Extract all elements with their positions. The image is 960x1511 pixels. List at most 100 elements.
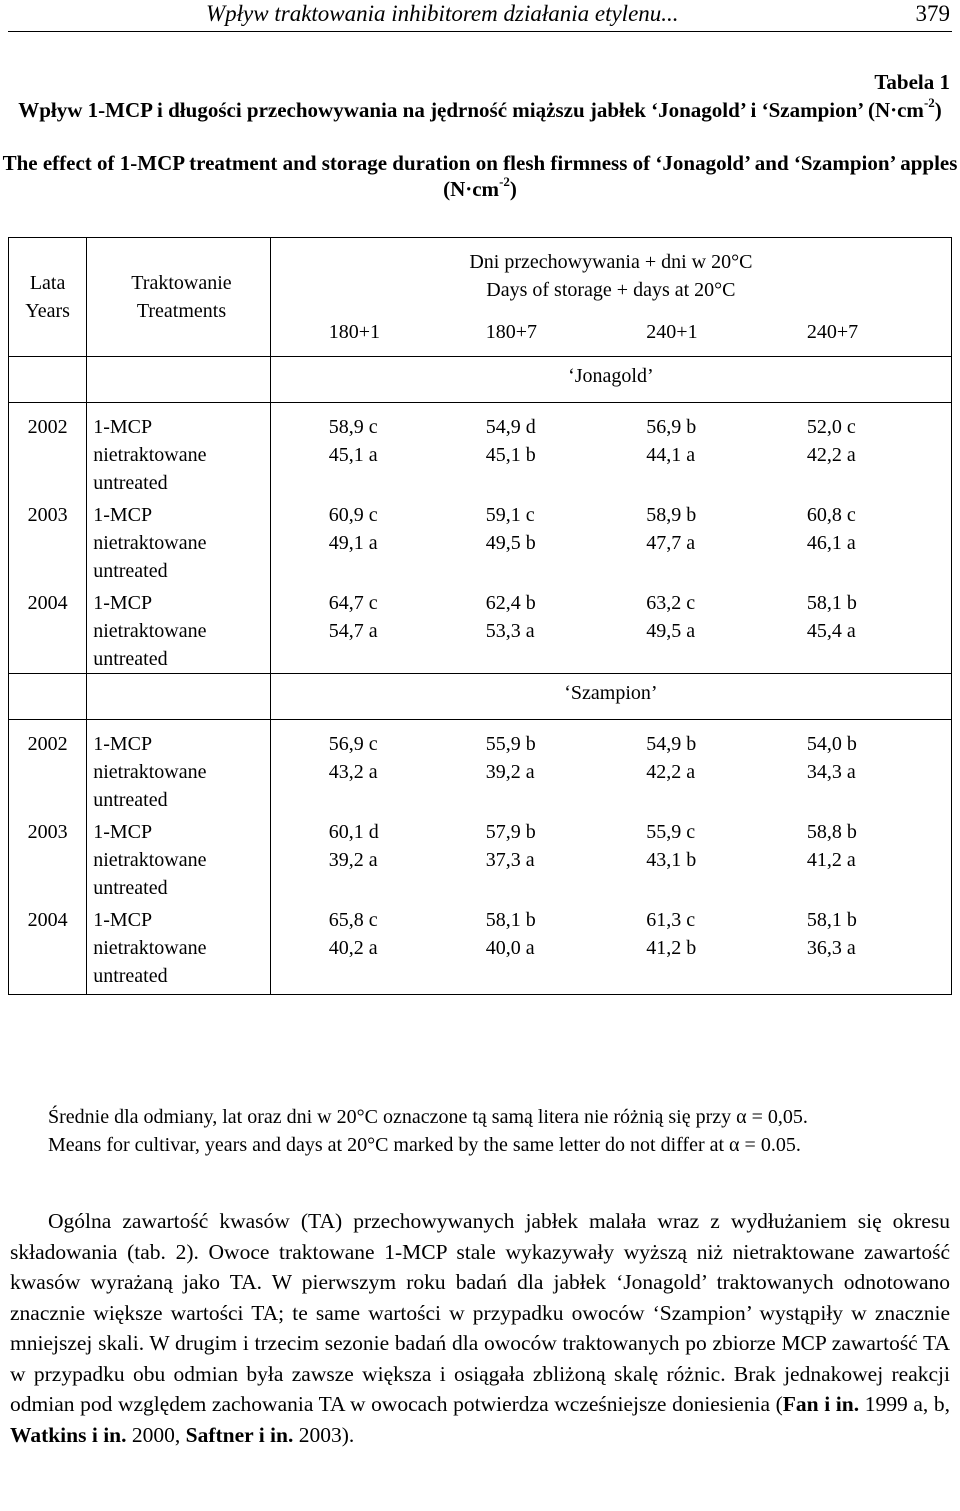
- value-ctrl: 39,2 a: [485, 761, 535, 783]
- value-mcp: 61,3 c: [646, 909, 696, 931]
- value-cell: 63,2 c 49,5 a: [646, 585, 807, 674]
- value-ctrl: 53,3 a: [485, 620, 535, 642]
- value-cell: 58,1 b 45,4 a: [806, 585, 952, 674]
- footnote-pl: Średnie dla odmiany, lat oraz dni w 20°C…: [48, 1106, 808, 1128]
- col-years-header: Lata Years: [7, 237, 88, 357]
- value-ctrl: 36,3 a: [806, 937, 856, 959]
- value-ctrl: 39,2 a: [328, 849, 378, 871]
- value-cell: 60,8 c 46,1 a: [806, 497, 952, 585]
- value-mcp: 56,9 b: [646, 416, 697, 438]
- table-row: 2003 1-MCP nietraktowane untreated 60,1 d 39,…: [7, 814, 952, 902]
- treatment-ctrl-pl: nietraktowane: [93, 444, 207, 466]
- cultivar-label: ‘Szampion’: [270, 673, 953, 720]
- value-cell: 58,1 b 36,3 a: [806, 902, 952, 995]
- treatment-mcp: 1-MCP: [93, 733, 153, 755]
- treatment-cell: 1-MCP nietraktowane untreated: [86, 719, 271, 814]
- value-mcp: 60,9 c: [328, 504, 378, 526]
- value-mcp: 55,9 b: [485, 733, 536, 755]
- value-cell: 54,9 d 45,1 b: [486, 403, 647, 498]
- period-header: 240+7: [806, 304, 952, 357]
- value-cell: 55,9 c 43,1 b: [646, 814, 807, 902]
- section-spacer: [86, 356, 271, 403]
- value-ctrl: 43,1 b: [646, 849, 697, 871]
- value-ctrl: 42,2 a: [806, 444, 856, 466]
- section-spacer: [7, 356, 88, 403]
- treatment-ctrl-pl: nietraktowane: [93, 620, 207, 642]
- value-ctrl: 41,2 b: [646, 937, 697, 959]
- period-header: 180+7: [485, 304, 647, 357]
- year-cell: 2004: [7, 585, 88, 674]
- treatment-ctrl-en: untreated: [93, 560, 168, 582]
- table-caption-pl: Wpływ 1-MCP i długości przechowywania na…: [18, 95, 942, 122]
- firmness-table: Lata Years Traktowanie Treatments Dni przech…: [7, 237, 953, 995]
- value-cell: 54,9 b 42,2 a: [646, 720, 807, 815]
- treatment-ctrl-en: untreated: [93, 877, 168, 899]
- value-mcp: 57,9 b: [485, 821, 536, 843]
- value-mcp: 54,9 d: [485, 416, 536, 438]
- col-treat-pl: Traktowanie: [131, 272, 232, 294]
- treatment-ctrl-en: untreated: [93, 965, 168, 987]
- treatment-mcp: 1-MCP: [93, 909, 153, 931]
- body-paragraph: Ogólna zawartość kwasów (TA) przechowywa…: [10, 1209, 950, 1447]
- value-cell: 54,0 b 34,3 a: [806, 719, 952, 814]
- value-cell: 60,9 c 49,1 a: [270, 497, 485, 585]
- value-mcp: 55,9 c: [646, 821, 696, 843]
- table-footnote: Średnie dla odmiany, lat oraz dni w 20°C…: [48, 1103, 808, 1159]
- treatment-ctrl-pl: nietraktowane: [93, 937, 207, 959]
- value-mcp: 58,1 b: [806, 592, 857, 614]
- year-cell: 2004: [7, 902, 88, 995]
- citation: Saftner i in.: [185, 1422, 294, 1447]
- col-years-pl: Lata: [29, 272, 66, 294]
- value-mcp: 58,9 c: [328, 416, 378, 438]
- citation: Fan i in.: [782, 1392, 860, 1416]
- section-spacer: [7, 673, 88, 720]
- value-mcp: 58,9 b: [646, 504, 697, 526]
- header-rule: [8, 31, 952, 32]
- value-mcp: 52,0 c: [806, 416, 856, 438]
- col-treat-en: Treatments: [136, 300, 227, 322]
- col-treat-header: Traktowanie Treatments: [86, 237, 271, 357]
- value-cell: 58,9 c 45,1 a: [270, 403, 485, 498]
- running-header: Wpływ traktowania inhibitorem działania …: [8, 0, 952, 28]
- value-cell: 55,9 b 39,2 a: [486, 720, 647, 815]
- treatment-ctrl-pl: nietraktowane: [93, 532, 207, 554]
- value-mcp: 54,9 b: [646, 733, 697, 755]
- citation: Watkins i in.: [10, 1422, 127, 1447]
- value-mcp: 54,0 b: [806, 733, 857, 755]
- value-ctrl: 41,2 a: [806, 849, 856, 871]
- treatment-ctrl-pl: nietraktowane: [93, 849, 207, 871]
- value-mcp: 58,1 b: [485, 909, 536, 931]
- value-ctrl: 44,1 a: [646, 444, 696, 466]
- value-ctrl: 40,2 a: [328, 937, 378, 959]
- period-header: 180+1: [270, 304, 486, 357]
- col-days-pl: Dni przechowywania + dni w 20°C: [469, 251, 753, 273]
- value-cell: 62,4 b 53,3 a: [486, 585, 647, 674]
- year-cell: 2002: [7, 402, 88, 497]
- year-cell: 2003: [7, 814, 88, 902]
- value-cell: 58,8 b 41,2 a: [806, 814, 952, 902]
- value-mcp: 59,1 c: [485, 504, 535, 526]
- treatment-ctrl-pl: nietraktowane: [93, 761, 207, 783]
- value-mcp: 60,8 c: [806, 504, 856, 526]
- value-ctrl: 45,4 a: [806, 620, 856, 642]
- value-ctrl: 45,1 b: [485, 444, 536, 466]
- year-cell: 2002: [7, 719, 88, 814]
- value-mcp: 60,1 d: [328, 821, 379, 843]
- treatment-mcp: 1-MCP: [93, 821, 153, 843]
- treatment-cell: 1-MCP nietraktowane untreated: [86, 497, 271, 585]
- treatment-cell: 1-MCP nietraktowane untreated: [86, 402, 271, 497]
- table-row: 2002 1-MCP nietraktowane untreated 58,9 c 45,…: [7, 402, 952, 498]
- treatment-cell: 1-MCP nietraktowane untreated: [86, 902, 271, 995]
- section-spacer: [86, 673, 271, 720]
- treatment-mcp: 1-MCP: [93, 592, 153, 614]
- value-mcp: 62,4 b: [485, 592, 536, 614]
- value-ctrl: 49,5 a: [646, 620, 696, 642]
- col-days-header: Dni przechowywania + dni w 20°C Days of s…: [270, 237, 953, 304]
- cultivar-label: ‘Jonagold’: [270, 356, 953, 403]
- value-mcp: 56,9 c: [328, 733, 378, 755]
- col-years-en: Years: [25, 300, 70, 322]
- period-header: 240+1: [646, 304, 807, 357]
- table-caption-en: The effect of 1-MCP treatment and storag…: [2, 151, 958, 201]
- treatment-ctrl-en: untreated: [93, 472, 168, 494]
- value-mcp: 58,8 b: [806, 821, 857, 843]
